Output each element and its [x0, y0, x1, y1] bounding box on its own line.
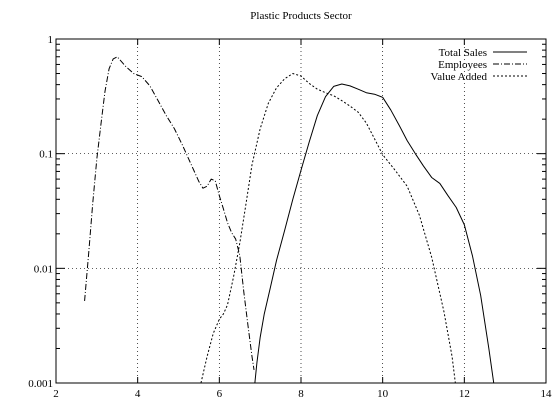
legend-label: Value Added [430, 71, 487, 83]
chart-title: Plastic Products Sector [250, 10, 352, 22]
axis-tick-labels: 2 4 6 8 10 12 14 0.001 0.01 0.1 1 [28, 34, 552, 400]
y-tick-label: 0.1 [39, 149, 53, 161]
x-tick-label: 2 [53, 388, 59, 400]
x-tick-label: 10 [377, 388, 389, 400]
x-tick-label: 4 [135, 388, 141, 400]
series-lines [84, 56, 495, 384]
legend-label: Total Sales [439, 47, 487, 59]
x-tick-label: 8 [298, 388, 304, 400]
legend-label: Employees [438, 59, 487, 71]
series-line-employees [84, 56, 255, 371]
y-tick-label: 0.01 [34, 263, 53, 275]
grid-lines [56, 39, 546, 383]
x-tick-label: 12 [459, 388, 470, 400]
axis-ticks [55, 38, 547, 384]
x-tick-label: 14 [541, 388, 553, 400]
series-line-value-added [200, 73, 456, 384]
y-tick-label: 1 [48, 34, 54, 46]
plot-frame [55, 38, 547, 384]
x-tick-label: 6 [217, 388, 223, 400]
y-tick-label: 0.001 [28, 378, 53, 390]
series-line-total-sales [254, 83, 495, 384]
